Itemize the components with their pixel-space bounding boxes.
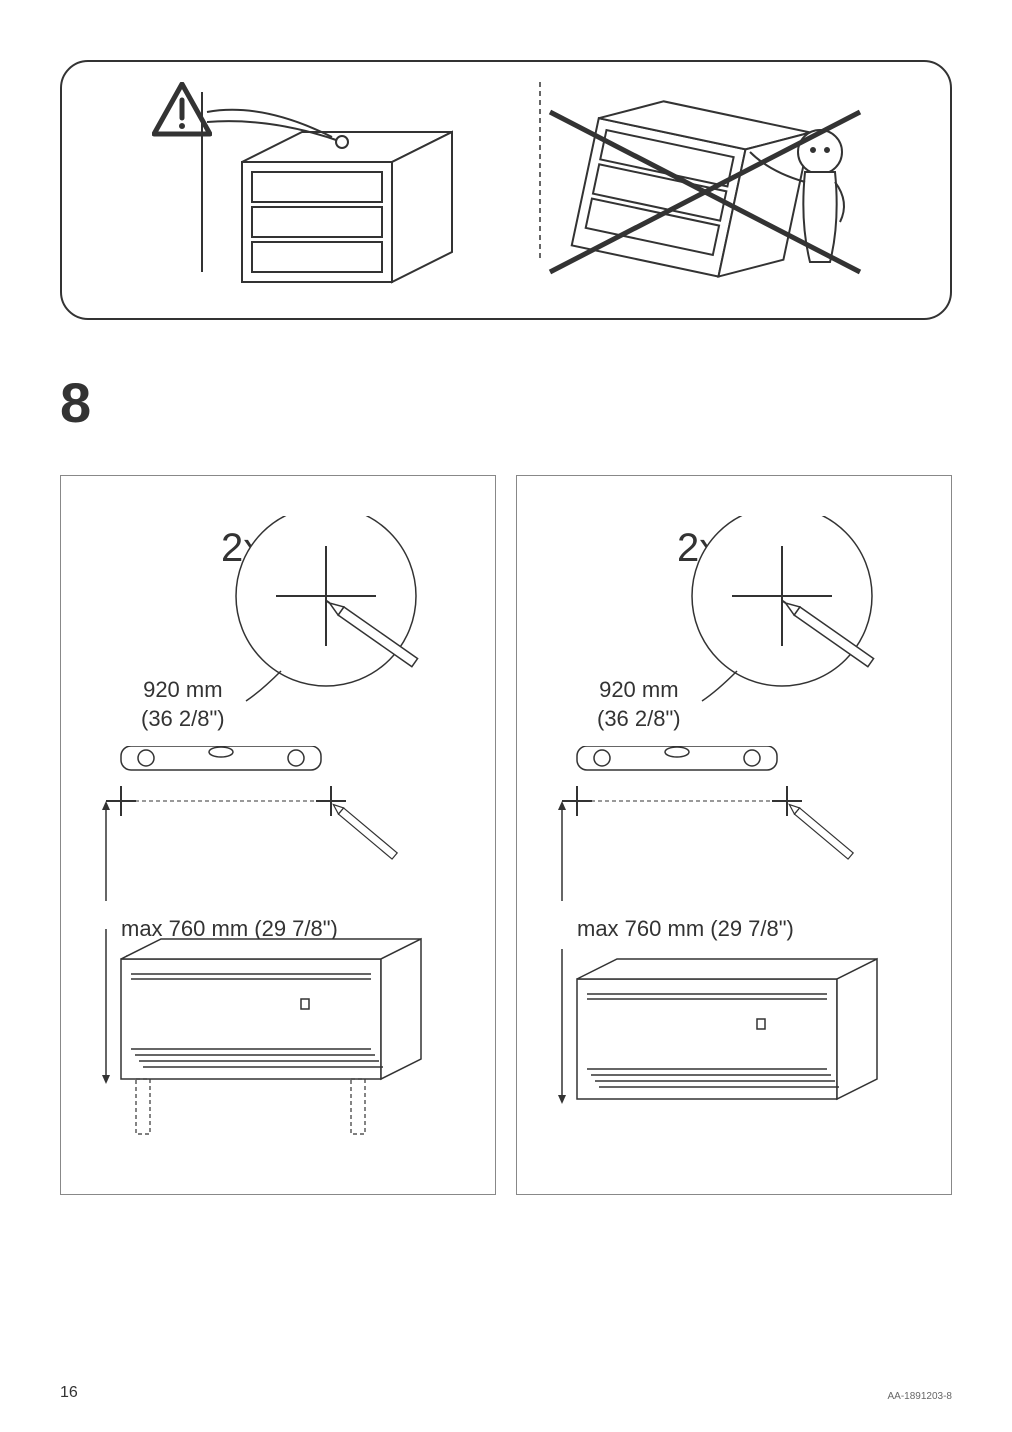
- mark-wall-illustration: [687, 516, 937, 711]
- mark-height-label-right: 920 mm (36 2/8"): [597, 676, 681, 733]
- instruction-panel-left: 2x 920 mm (36 2/8"): [60, 475, 496, 1195]
- height-in: (36 2/8"): [597, 706, 681, 731]
- height-mm: 920 mm: [143, 677, 222, 702]
- dresser-anchored-illustration: [182, 92, 482, 317]
- level-marks-illustration: [547, 746, 927, 911]
- document-id: AA-1891203-8: [888, 1391, 953, 1402]
- instruction-panel-right: 2x 920 mm (36 2/8"): [516, 475, 952, 1195]
- height-in: (36 2/8"): [141, 706, 225, 731]
- dresser-tipping-crossed-illustration: [530, 72, 890, 317]
- max-height-label-right: max 760 mm (29 7/8"): [577, 916, 794, 942]
- mark-wall-illustration: [231, 516, 481, 711]
- level-marks-illustration: [91, 746, 471, 911]
- page-number: 16: [60, 1384, 78, 1402]
- cabinet-with-legs-illustration: [81, 929, 481, 1154]
- instruction-panels-row: 2x 920 mm (36 2/8"): [60, 475, 952, 1195]
- step-number: 8: [60, 370, 952, 435]
- cabinet-no-legs-illustration: [537, 949, 937, 1154]
- warning-panel: [60, 60, 952, 320]
- height-mm: 920 mm: [599, 677, 678, 702]
- mark-height-label-left: 920 mm (36 2/8"): [141, 676, 225, 733]
